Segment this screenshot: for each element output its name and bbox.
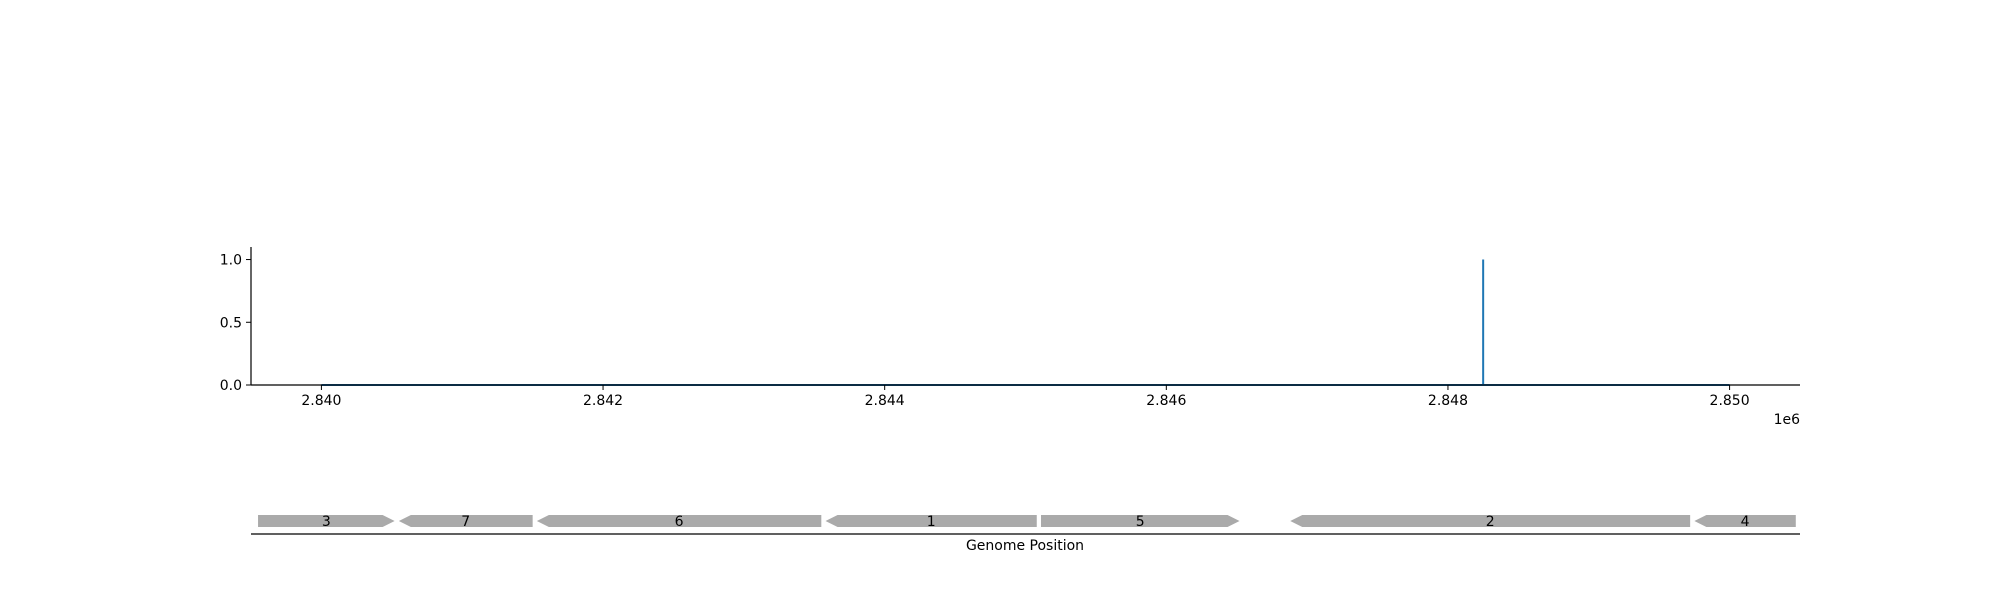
y-tick-label: 1.0 — [220, 253, 242, 269]
coverage-series-line — [321, 259, 1730, 386]
gene-arrow — [536, 515, 822, 527]
coverage-plot: 2.840 2.842 2.844 2.846 2.848 2.850 0.0 0.5 1.0… — [220, 247, 1800, 428]
x-axis-label: Genome Position — [966, 538, 1084, 554]
gene-label: 5 — [1136, 514, 1145, 530]
y-tick-label: 0.0 — [220, 378, 242, 394]
gene-arrow — [1694, 515, 1796, 527]
gene-label: 6 — [675, 514, 684, 530]
gene-layer: 3 7 6 1 5 2 4 — [258, 514, 1796, 530]
x-tick-label: 2.842 — [583, 393, 623, 409]
x-offset-label: 1e6 — [1774, 412, 1801, 428]
gene-arrow — [1040, 515, 1240, 527]
gene-label: 4 — [1741, 514, 1750, 530]
gene-arrow — [258, 515, 395, 527]
y-ticks: 0.0 0.5 1.0 — [220, 253, 251, 394]
y-tick-label: 0.5 — [220, 315, 242, 331]
gene-arrow — [1290, 515, 1691, 527]
x-tick-label: 2.844 — [865, 393, 905, 409]
coverage-line-layer — [321, 259, 1730, 386]
gene-arrow — [398, 515, 533, 527]
gene-label: 3 — [322, 514, 331, 530]
x-tick-label: 2.846 — [1146, 393, 1186, 409]
x-tick-label: 2.840 — [301, 393, 341, 409]
gene-track: 3 7 6 1 5 2 4 Genome Position — [251, 514, 1800, 554]
x-tick-label: 2.848 — [1428, 393, 1468, 409]
x-tick-label: 2.850 — [1710, 393, 1750, 409]
gene-label: 7 — [461, 514, 470, 530]
gene-label: 2 — [1486, 514, 1495, 530]
gene-arrow — [825, 515, 1037, 527]
gene-label: 1 — [927, 514, 936, 530]
x-ticks: 2.840 2.842 2.844 2.846 2.848 2.850 — [301, 385, 1750, 409]
